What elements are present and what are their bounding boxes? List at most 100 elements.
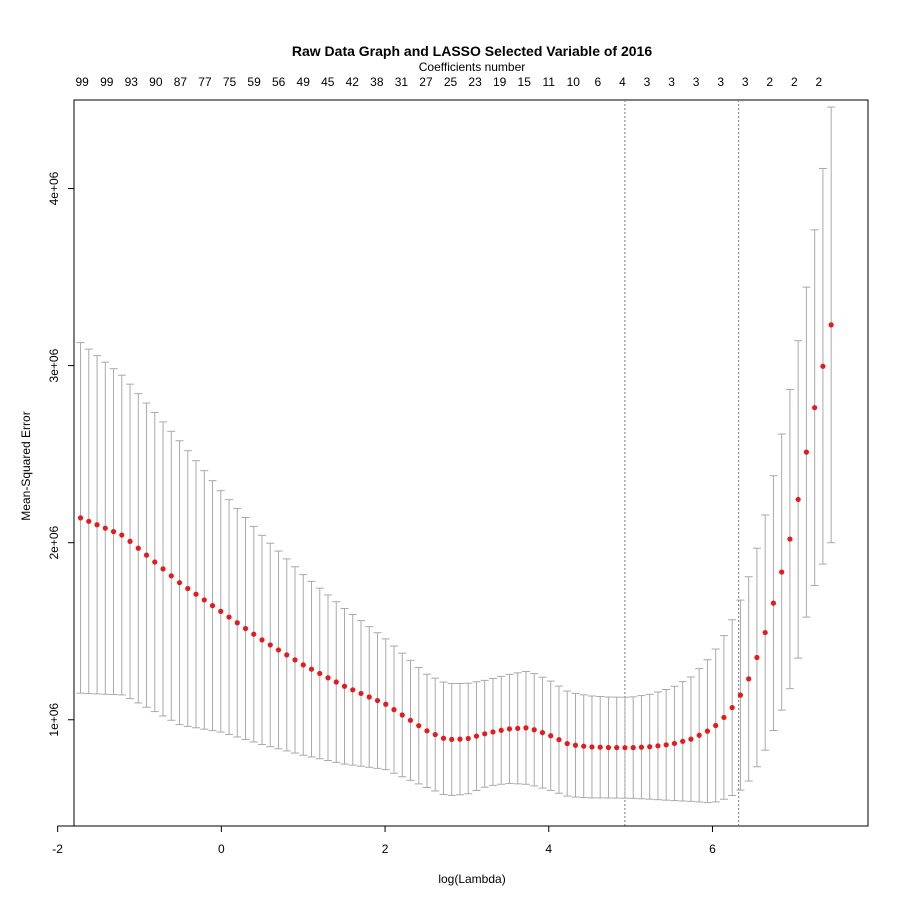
coefficient-count-label: 3 [742,75,749,89]
mean-point [539,730,546,736]
mean-point [556,737,562,743]
mean-point [655,743,661,749]
mean-point [391,707,397,713]
mean-point [812,405,818,411]
coefficient-count-label: 45 [321,75,335,89]
mean-point [515,725,521,731]
mean-point [127,538,133,544]
mean-point [110,529,117,535]
y-axis-label: Mean-Squared Error [19,411,33,520]
mean-point [185,585,191,592]
mean-point [828,322,834,328]
mean-point [597,744,603,750]
mean-point [622,745,628,751]
mean-point [449,736,455,743]
coefficient-count-label: 25 [444,75,458,89]
y-tick-label: 4e+06 [47,171,61,205]
mean-point [787,536,793,542]
mean-point [201,597,207,603]
coefficient-count-label: 3 [668,75,675,89]
mean-point [308,666,315,672]
mean-point [820,363,826,369]
mean-point [614,745,620,751]
mean-point [498,727,504,733]
mean-point [383,701,389,707]
coefficient-count-label: 10 [567,75,581,89]
coefficient-count-label: 15 [518,75,532,89]
x-tick-label: 4 [545,842,552,856]
mean-point [275,647,282,653]
mean-point [143,552,150,558]
mean-point [490,729,496,735]
mean-point [407,717,414,723]
mean-point [564,740,570,747]
mean-point [589,744,595,750]
y-tick-label: 2e+06 [47,526,61,560]
coefficient-count-label: 23 [468,75,482,89]
mean-point [242,625,249,632]
mean-point [548,733,554,739]
mean-point [457,736,463,742]
mean-point [341,683,348,689]
coefficient-count-label: 99 [100,75,114,89]
mean-point [317,670,323,677]
mean-point [605,744,612,751]
mean-point [630,744,636,751]
y-axis: 1e+06 2e+06 3e+06 4e+06 [47,171,75,737]
coefficient-count-label: 27 [419,75,433,89]
mean-point [506,726,513,732]
mean-point [325,675,331,681]
mean-point [86,518,92,524]
coefficient-count-label: 90 [149,75,163,89]
mean-point [482,731,488,737]
mean-point [135,545,141,551]
mean-point [803,449,810,455]
mean-point [251,631,257,637]
mean-point [770,600,777,606]
mean-point [671,740,678,747]
mean-point [160,566,166,572]
mean-point [416,723,422,729]
mean-point [688,736,694,742]
mean-point [366,694,372,700]
coefficient-count-label: 2 [766,75,773,89]
mean-point [754,654,760,661]
coefficient-count-label: 75 [223,75,237,89]
mean-point [399,712,405,718]
mean-point [358,690,364,697]
mean-point [168,573,174,579]
error-bars [76,106,836,804]
mean-point [729,705,735,711]
coefficient-count-label: 2 [816,75,823,89]
mean-point [424,728,430,734]
mean-point [663,742,669,748]
mean-point [473,733,480,739]
mean-point [218,608,224,614]
mean-point [680,738,686,744]
mean-point [737,692,744,698]
mean-point [638,744,645,750]
mean-point [746,676,752,682]
coefficient-count-label: 56 [272,75,286,89]
coefficient-count-label: 4 [619,75,626,89]
coefficient-count-label: 49 [297,75,311,89]
mean-points [77,322,834,751]
mean-point [209,603,216,609]
coefficient-count-label: 11 [543,75,556,89]
coefficient-count-label: 3 [693,75,700,89]
x-tick-label: 0 [218,842,225,856]
mean-point [523,725,529,731]
coefficient-count-label: 31 [395,75,409,89]
mean-point [102,525,108,531]
mean-point [647,744,653,750]
mean-point [704,728,711,734]
chart-title: Raw Data Graph and LASSO Selected Variab… [292,43,652,59]
x-tick-label: -2 [52,842,63,856]
mean-point [77,515,84,521]
mean-point [333,679,339,685]
x-axis-label: log(Lambda) [438,872,505,886]
mean-point [193,591,199,597]
mean-point [292,657,298,663]
mean-point [176,580,183,586]
mean-point [721,714,727,721]
